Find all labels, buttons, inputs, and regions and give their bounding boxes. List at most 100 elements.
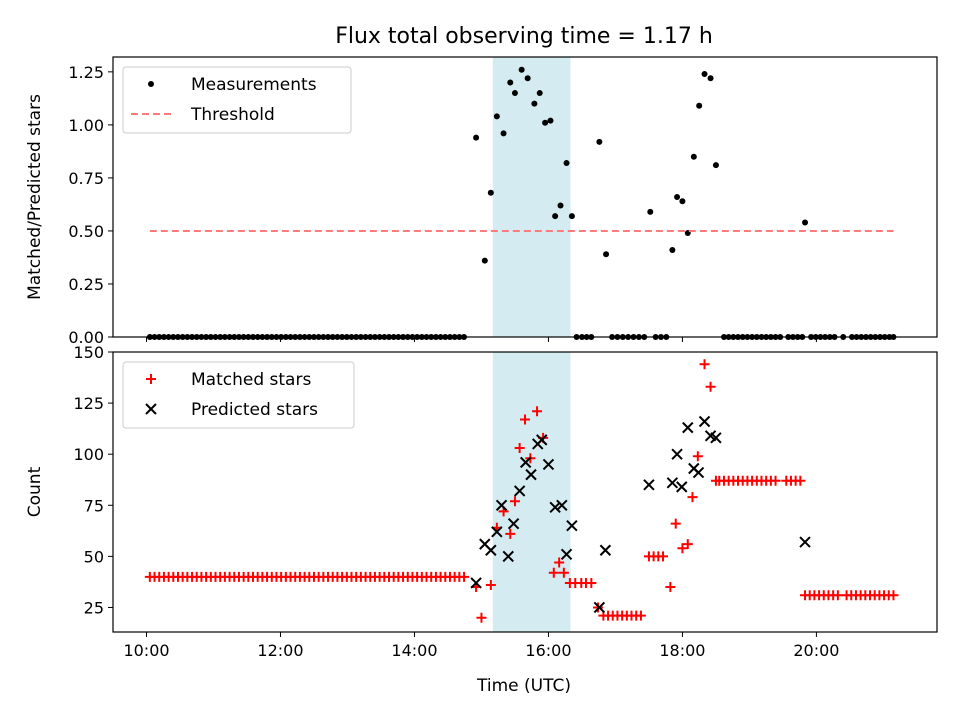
data-point: [710, 432, 722, 444]
data-point: [701, 70, 708, 77]
highlight-span: [492, 352, 571, 632]
data-point: [487, 189, 494, 196]
data-point: [560, 548, 573, 561]
data-point: [682, 539, 693, 550]
y-tick-label: 100: [73, 445, 104, 464]
data-point: [558, 567, 569, 578]
data-point: [692, 451, 703, 462]
data-point: [552, 213, 559, 220]
data-point: [707, 75, 714, 82]
data-point: [531, 100, 538, 107]
data-point: [536, 90, 543, 97]
data-point: [692, 466, 705, 479]
data-point: [485, 544, 497, 556]
data-point: [549, 501, 561, 514]
data-point: [676, 481, 688, 493]
data-point: [509, 496, 520, 507]
data-point: [666, 477, 679, 489]
data-point: [519, 456, 532, 469]
data-point: [507, 517, 520, 530]
legend-label: Matched stars: [191, 370, 311, 390]
data-point: [799, 536, 811, 548]
data-point: [671, 448, 683, 460]
data-point: [566, 520, 578, 532]
legend: Matched stars Predicted stars: [122, 361, 355, 429]
highlight-span: [492, 57, 571, 337]
y-tick-label: 150: [73, 343, 104, 362]
x-tick-label: 16:00: [525, 641, 571, 660]
data-point: [542, 458, 555, 471]
legend-marker: [145, 403, 157, 415]
data-point: [586, 577, 597, 588]
data-point: [670, 518, 681, 529]
data-point: [473, 134, 480, 141]
top-panel-ratio: 0.00 0.25 0.50 0.75 1.00 1.25 Matched/Predicte…: [25, 56, 938, 347]
data-point: [547, 117, 554, 124]
data-point: [677, 543, 688, 554]
data-point: [493, 113, 500, 120]
data-point: [679, 198, 686, 205]
data-point: [502, 550, 514, 563]
data-point: [524, 75, 531, 82]
data-point: [665, 582, 676, 593]
data-point: [532, 406, 543, 417]
data-point: [507, 79, 514, 86]
data-point: [556, 499, 568, 511]
y-tick-label: 0.75: [68, 169, 104, 188]
data-point: [705, 381, 716, 392]
data-point: [647, 208, 654, 215]
data-point: [698, 415, 711, 428]
data-point: [481, 257, 488, 264]
data-point: [505, 528, 516, 539]
data-point: [770, 475, 781, 486]
data-point: [674, 194, 681, 200]
data-point: [687, 492, 698, 503]
legend-label: Threshold: [190, 105, 275, 125]
data-point: [520, 414, 530, 425]
y-axis-label: Count: [25, 466, 45, 517]
legend-box: [122, 361, 355, 429]
data-point: [548, 567, 559, 578]
data-point: [658, 551, 669, 562]
data-point: [542, 119, 549, 126]
data-point: [476, 612, 487, 623]
data-point: [500, 130, 507, 137]
legend-marker: [146, 374, 156, 384]
y-tick-label: 25: [84, 598, 104, 617]
data-point: [712, 162, 719, 169]
data-point: [513, 485, 526, 497]
bottom-panel-counts: 10:00 12:00 14:00 16:00 18:00 20:00 25 50 75 100 1…: [25, 343, 938, 660]
axes-frame: [112, 56, 938, 338]
x-axis-label: Time (UTC): [476, 676, 571, 696]
data-point: [554, 557, 565, 568]
y-tick-label: 0.25: [68, 275, 104, 294]
data-point: [669, 247, 676, 254]
legend-label: Predicted stars: [191, 400, 318, 420]
data-point: [599, 544, 612, 556]
y-tick-label: 0.50: [68, 222, 104, 241]
x-tick-label: 10:00: [123, 641, 169, 660]
data-point: [696, 102, 703, 109]
data-point: [888, 590, 899, 601]
data-point: [536, 434, 548, 446]
data-point: [795, 475, 806, 486]
data-point: [557, 202, 564, 209]
x-tick-label: 20:00: [793, 641, 839, 660]
data-point: [682, 421, 694, 434]
data-point: [485, 579, 496, 590]
series-predicted-stars: [470, 415, 811, 614]
data-point: [563, 160, 570, 167]
data-point: [518, 66, 525, 73]
data-point: [593, 601, 606, 614]
chart-title: Flux total observing time = 1.17 h: [335, 24, 713, 49]
data-point: [459, 571, 470, 582]
legend-box: [122, 66, 352, 134]
data-point: [832, 590, 843, 601]
x-tick-label: 12:00: [257, 641, 303, 660]
y-tick-label: 50: [84, 547, 104, 566]
y-tick-label: 0.00: [68, 328, 104, 347]
data-point: [470, 577, 482, 589]
x-tick-label: 14:00: [391, 641, 437, 660]
x-tick-label: 18:00: [659, 641, 705, 660]
